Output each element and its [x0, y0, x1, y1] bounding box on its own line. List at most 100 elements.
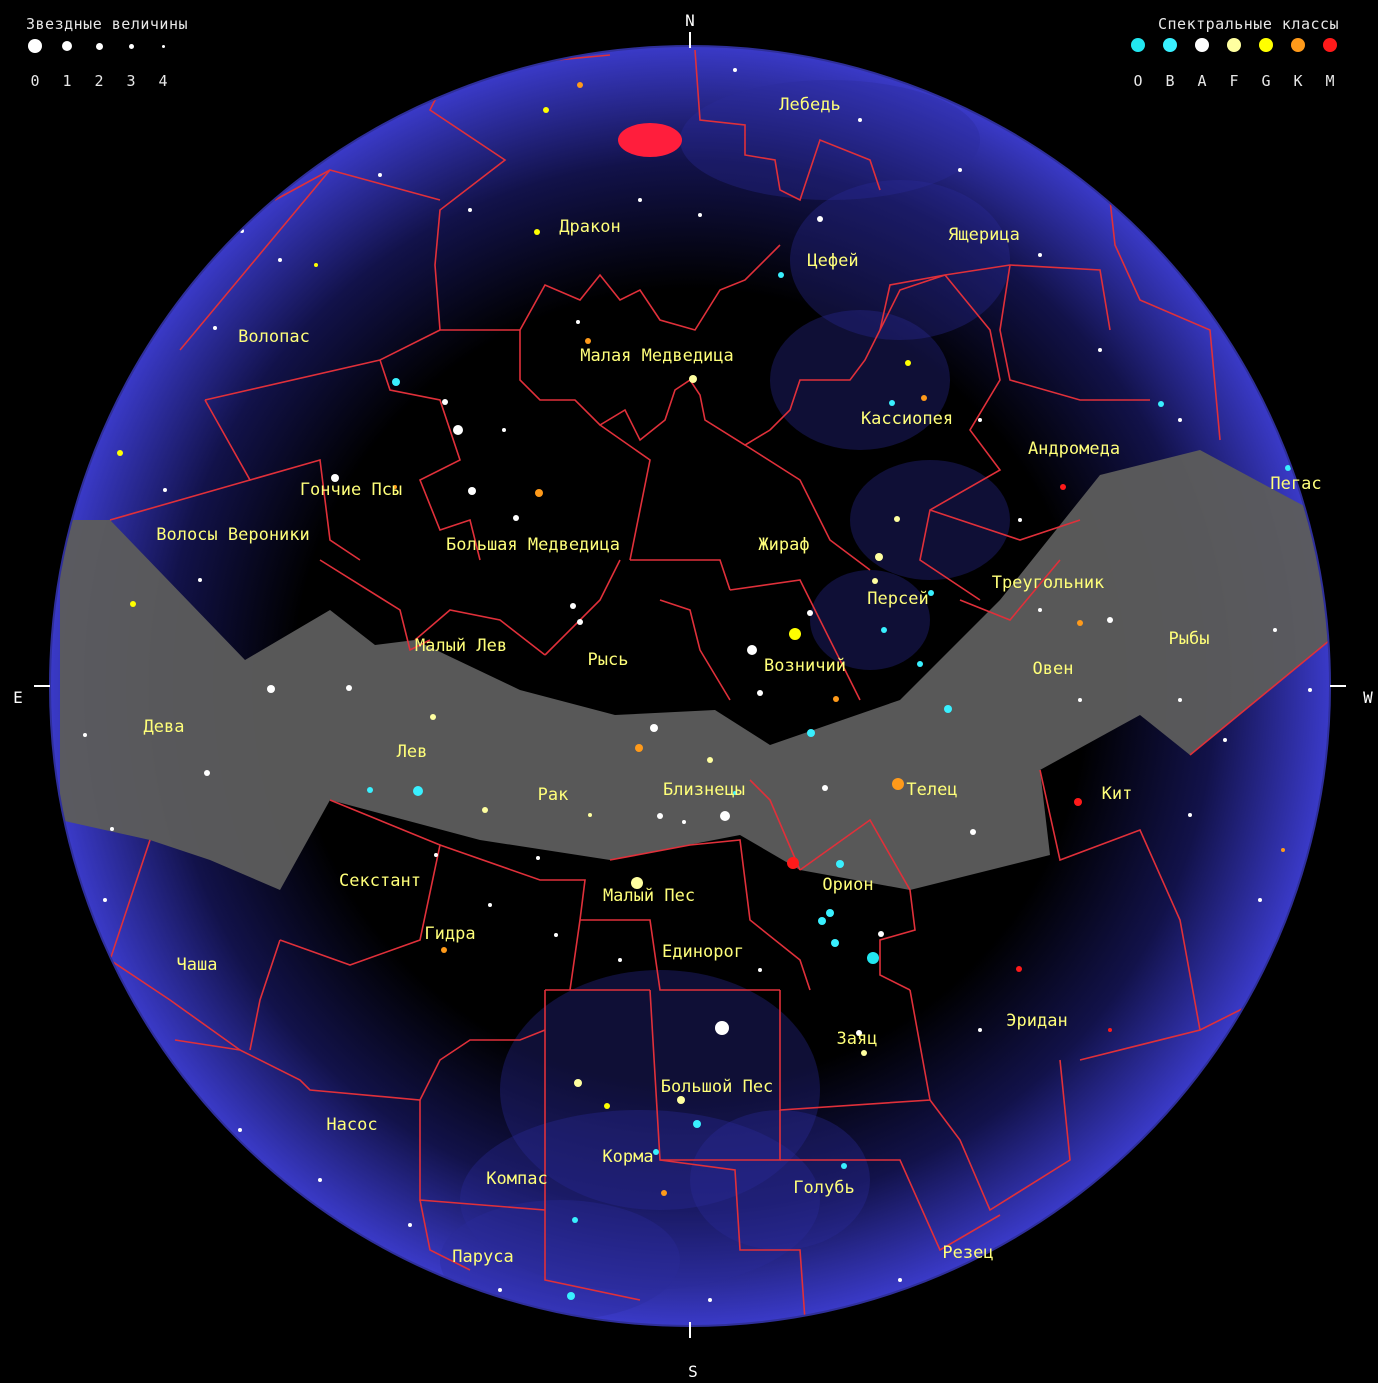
- constellation-boundary: [929, 509, 1081, 541]
- star: [657, 813, 663, 819]
- star: [905, 360, 911, 366]
- magnitude-dot-2: [96, 43, 103, 50]
- star: [392, 378, 400, 386]
- star: [331, 474, 339, 482]
- milky-way-cloud: [790, 180, 1010, 340]
- star: [213, 326, 217, 330]
- star: [958, 168, 962, 172]
- star: [498, 1288, 502, 1292]
- star: [1308, 688, 1312, 692]
- star: [778, 272, 784, 278]
- magnitude-dot-3: [129, 44, 134, 49]
- spectral-class-label: M: [1325, 72, 1335, 90]
- constellation-label: Рак: [538, 785, 569, 805]
- constellation-boundary: [204, 399, 361, 561]
- constellation-label: Андромеда: [1028, 439, 1120, 459]
- constellation-label: Треугольник: [992, 573, 1105, 593]
- constellation-boundary: [879, 264, 1111, 331]
- star: [638, 198, 642, 202]
- spectral-class-label: K: [1293, 72, 1303, 90]
- constellation-label: Заяц: [837, 1029, 878, 1049]
- star: [1016, 966, 1022, 972]
- constellation-boundary: [544, 990, 641, 1301]
- spectral-class-label: F: [1229, 72, 1239, 90]
- constellation-boundary: [609, 839, 811, 991]
- star: [488, 903, 492, 907]
- star: [1038, 253, 1042, 257]
- star: [707, 757, 713, 763]
- constellation-label: Паруса: [452, 1247, 513, 1267]
- star: [554, 933, 558, 937]
- constellation-label: Единорог: [662, 942, 744, 962]
- star: [1158, 401, 1164, 407]
- star: [733, 68, 737, 72]
- constellation-boundary: [1109, 199, 1221, 441]
- star: [1060, 484, 1066, 490]
- constellation-boundary: [780, 1159, 1001, 1252]
- star: [826, 909, 834, 917]
- constellation-label: Чаша: [177, 955, 218, 975]
- constellation-boundary: [799, 818, 916, 991]
- star: [618, 958, 622, 962]
- star: [604, 1103, 610, 1109]
- star: [720, 811, 730, 821]
- constellation-boundary: [544, 559, 621, 656]
- constellation-label: Овен: [1033, 659, 1074, 679]
- star: [894, 516, 900, 522]
- milky-way: [440, 80, 1010, 1320]
- constellation-boundary: [249, 939, 281, 1051]
- constellation-labels: Лебедь Дракон Цефей Ящерица Волопас Малая Мед…: [144, 95, 1322, 1267]
- star: [858, 118, 862, 122]
- constellation-label: Голубь: [793, 1178, 854, 1198]
- star-field: [83, 68, 1312, 1302]
- constellation-label: Жираф: [758, 535, 809, 555]
- star: [267, 685, 275, 693]
- star: [367, 787, 373, 793]
- spectral-dot-G: [1259, 38, 1273, 52]
- star: [577, 82, 583, 88]
- star: [103, 898, 107, 902]
- star: [898, 1278, 902, 1282]
- star: [588, 813, 592, 817]
- star: [789, 628, 801, 640]
- constellation-boundary: [274, 169, 331, 201]
- compass-east: E: [13, 688, 23, 707]
- star: [430, 714, 436, 720]
- star: [892, 778, 904, 790]
- star: [1098, 348, 1102, 352]
- star: [1281, 848, 1285, 852]
- star: [1178, 698, 1182, 702]
- star: [1178, 418, 1182, 422]
- star: [1078, 698, 1082, 702]
- star: [576, 320, 580, 324]
- star: [1285, 465, 1291, 471]
- magnitude-value: 1: [62, 72, 72, 90]
- constellation-label: Корма: [602, 1147, 653, 1167]
- spectral-class-label: O: [1133, 72, 1143, 90]
- star: [921, 395, 927, 401]
- constellation-label: Близнецы: [663, 780, 745, 800]
- constellation-label: Малый Пес: [603, 886, 695, 906]
- constellation-boundary: [379, 359, 481, 561]
- constellation-label: Большой Пес: [661, 1077, 774, 1097]
- star: [928, 590, 934, 596]
- constellation-label: Орион: [822, 875, 873, 895]
- constellation-label: Рысь: [588, 650, 629, 670]
- star: [878, 931, 884, 937]
- constellation-label: Компас: [486, 1169, 547, 1189]
- star: [298, 128, 302, 132]
- constellation-boundary: [659, 1159, 806, 1321]
- constellation-label: Секстант: [339, 871, 421, 891]
- star: [434, 853, 438, 857]
- star: [661, 1190, 667, 1196]
- constellation-boundary: [319, 559, 431, 652]
- star: [889, 400, 895, 406]
- star: [677, 1096, 685, 1104]
- constellation-label: Лев: [397, 742, 428, 762]
- star: [1018, 518, 1022, 522]
- spectral-class-label: G: [1261, 72, 1271, 90]
- spectral-class-label: B: [1165, 72, 1175, 90]
- star: [482, 807, 488, 813]
- star: [1118, 1198, 1122, 1202]
- star: [881, 627, 887, 633]
